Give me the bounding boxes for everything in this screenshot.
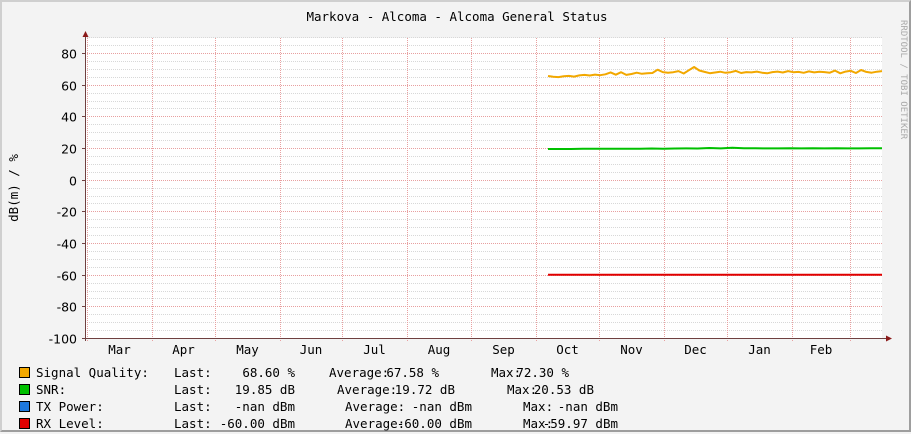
legend-avg-label: Average: bbox=[329, 365, 390, 380]
series-lines bbox=[547, 66, 883, 276]
y-tick-label: 80 bbox=[61, 47, 77, 62]
x-tick-label: Mar bbox=[108, 342, 131, 357]
legend-label: RX Level: bbox=[36, 416, 104, 431]
y-tick-label: -60 bbox=[57, 269, 77, 284]
legend-swatch-icon bbox=[19, 418, 30, 429]
x-tick-label: Aug bbox=[428, 342, 451, 357]
x-tick-label: Sep bbox=[492, 342, 515, 357]
x-tick-label: Dec bbox=[684, 342, 707, 357]
legend-avg-label: Average: bbox=[345, 416, 406, 431]
y-axis-label: dB(m) / % bbox=[6, 154, 21, 222]
legend-last-label: Last: bbox=[174, 382, 212, 397]
legend-last-label: Last: bbox=[174, 365, 212, 380]
legend-last-value: -nan dBm bbox=[234, 399, 295, 414]
legend-max-label: Max: bbox=[507, 382, 538, 397]
x-axis-arrow-icon bbox=[886, 335, 892, 342]
y-tick-label: 20 bbox=[61, 142, 77, 157]
legend-label: Signal Quality: bbox=[36, 365, 149, 380]
x-tick-label: Feb bbox=[810, 342, 833, 357]
legend-max-label: Max: bbox=[523, 399, 554, 414]
legend-average-value: -60.00 dBm bbox=[396, 416, 472, 431]
legend-max-value: -59.97 dBm bbox=[542, 416, 618, 431]
legend-max-label: Max: bbox=[523, 416, 554, 431]
x-axis-ticks: Mar Apr May Jun Jul Aug Sep Oct Nov Dec Jan Feb bbox=[108, 342, 832, 357]
y-tick-label: -100 bbox=[49, 332, 77, 347]
legend-avg-label: Average: bbox=[345, 399, 406, 414]
legend-last-value: 19.85 dB bbox=[234, 382, 295, 397]
y-tick-label: -40 bbox=[57, 237, 77, 252]
x-tick-label: Jan bbox=[748, 342, 771, 357]
series-snr bbox=[548, 146, 883, 150]
x-tick-label: Nov bbox=[620, 342, 643, 357]
x-tick-label: Jul bbox=[363, 342, 386, 357]
legend-max-value: 20.53 dB bbox=[533, 382, 594, 397]
x-tick-label: Oct bbox=[556, 342, 579, 357]
legend-last-label: Last: bbox=[174, 399, 212, 414]
legend-max-label: Max: bbox=[491, 365, 522, 380]
x-tick-label: Jun bbox=[300, 342, 323, 357]
axes bbox=[82, 31, 892, 342]
legend-average-value: -nan dBm bbox=[411, 399, 472, 414]
legend-max-value: 72.30 % bbox=[516, 365, 569, 380]
legend-swatch-icon bbox=[19, 384, 30, 395]
x-tick-label: Apr bbox=[172, 342, 195, 357]
series-signal-quality bbox=[547, 66, 883, 79]
legend-swatch-icon bbox=[19, 401, 30, 412]
y-tick-label: -20 bbox=[57, 205, 77, 220]
legend-swatch-icon bbox=[19, 367, 30, 378]
y-tick-label: -80 bbox=[57, 300, 77, 315]
legend-label: SNR: bbox=[36, 382, 67, 397]
legend-max-value: -nan dBm bbox=[557, 399, 618, 414]
y-tick-label: 40 bbox=[61, 110, 77, 125]
y-axis-ticks: 80 60 40 20 0 -20 -40 -60 -80 -100 bbox=[49, 47, 86, 347]
legend-last-value: 68.60 % bbox=[242, 365, 295, 380]
legend-label: TX Power: bbox=[36, 399, 104, 414]
watermark: RRDTOOL / TOBI OETIKER bbox=[898, 20, 908, 140]
legend-last-label: Last: bbox=[174, 416, 212, 431]
y-tick-label: 60 bbox=[61, 79, 77, 94]
legend-avg-label: Average: bbox=[337, 382, 398, 397]
legend-average-value: 19.72 dB bbox=[394, 382, 455, 397]
y-tick-label: 0 bbox=[69, 174, 77, 189]
legend-average-value: 67.58 % bbox=[386, 365, 439, 380]
y-axis-arrow-icon bbox=[82, 31, 89, 37]
x-tick-label: May bbox=[236, 342, 259, 357]
legend-last-value: -60.00 dBm bbox=[219, 416, 295, 431]
chart-title: Markova - Alcoma - Alcoma General Status bbox=[306, 9, 607, 24]
